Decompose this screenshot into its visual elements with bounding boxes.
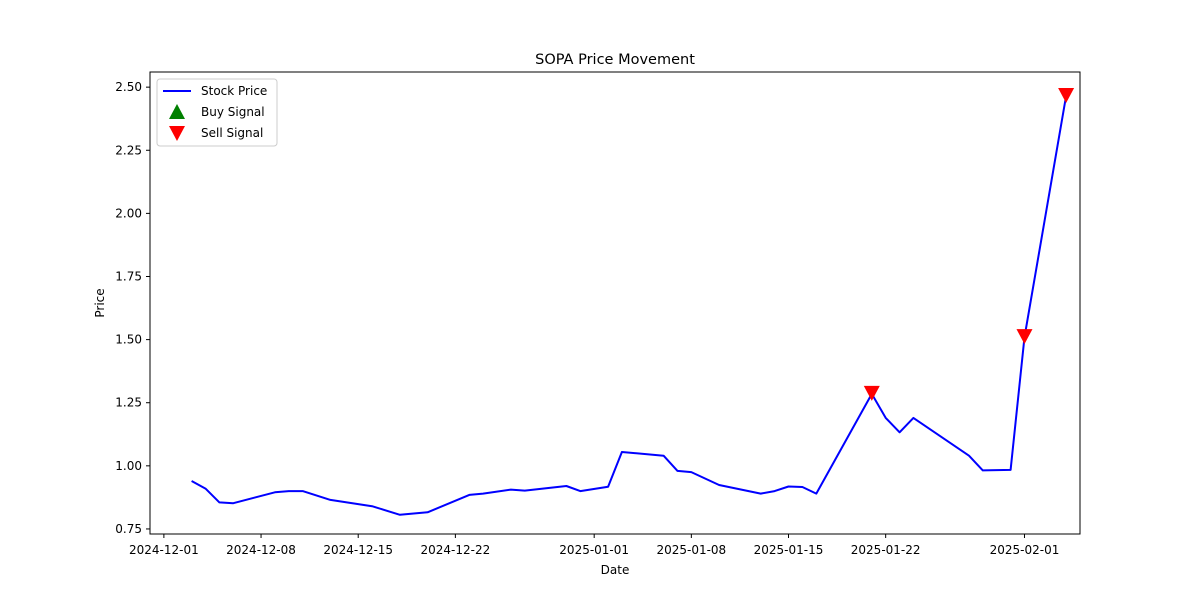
y-axis: 0.75 1.00 1.25 1.50 1.75 2.00 2.25 2.50 (115, 80, 150, 536)
y-tick-label: 2.50 (115, 80, 142, 94)
x-tick-label: 2025-01-08 (656, 543, 726, 557)
legend-label-sell-signal: Sell Signal (201, 126, 263, 140)
legend-box (156, 78, 278, 147)
x-tick-label: 2025-01-01 (559, 543, 629, 557)
y-tick-label: 1.25 (115, 396, 142, 410)
sell-signal-marker (863, 385, 880, 401)
x-tick-label: 2025-01-22 (851, 543, 921, 557)
x-tick-label: 2024-12-01 (129, 543, 199, 557)
x-tick-label: 2024-12-22 (420, 543, 490, 557)
legend-label-stock-price: Stock Price (201, 84, 267, 98)
x-tick-label: 2024-12-15 (323, 543, 393, 557)
y-tick-label: 1.00 (115, 459, 142, 473)
y-axis-title: Price (93, 288, 107, 317)
stock-price-line (191, 95, 1068, 516)
legend-label-buy-signal: Buy Signal (201, 105, 265, 119)
legend: Stock Price Buy Signal Sell Signal (156, 78, 278, 147)
y-tick-label: 1.50 (115, 333, 142, 347)
y-tick-label: 1.75 (115, 269, 142, 283)
signal-markers (863, 87, 1075, 401)
chart-title: SOPA Price Movement (535, 52, 695, 68)
x-axis: 2024-12-01 2024-12-08 2024-12-15 2024-12-22… (129, 534, 1059, 557)
x-tick-label: 2025-02-01 (990, 543, 1060, 557)
series-layer (191, 95, 1068, 516)
plot-frame (149, 71, 1081, 535)
legend-buy-marker (169, 104, 185, 119)
plot-area (150, 72, 1080, 534)
sell-signal-marker (1016, 329, 1033, 345)
x-axis-title: Date (601, 563, 630, 577)
x-tick-label: 2024-12-08 (226, 543, 296, 557)
sell-signal-marker (1058, 87, 1075, 103)
x-tick-label: 2025-01-15 (754, 543, 824, 557)
y-tick-label: 0.75 (115, 522, 142, 536)
y-tick-label: 2.25 (115, 143, 142, 157)
legend-sell-marker (169, 126, 185, 141)
y-tick-label: 2.00 (115, 206, 142, 220)
